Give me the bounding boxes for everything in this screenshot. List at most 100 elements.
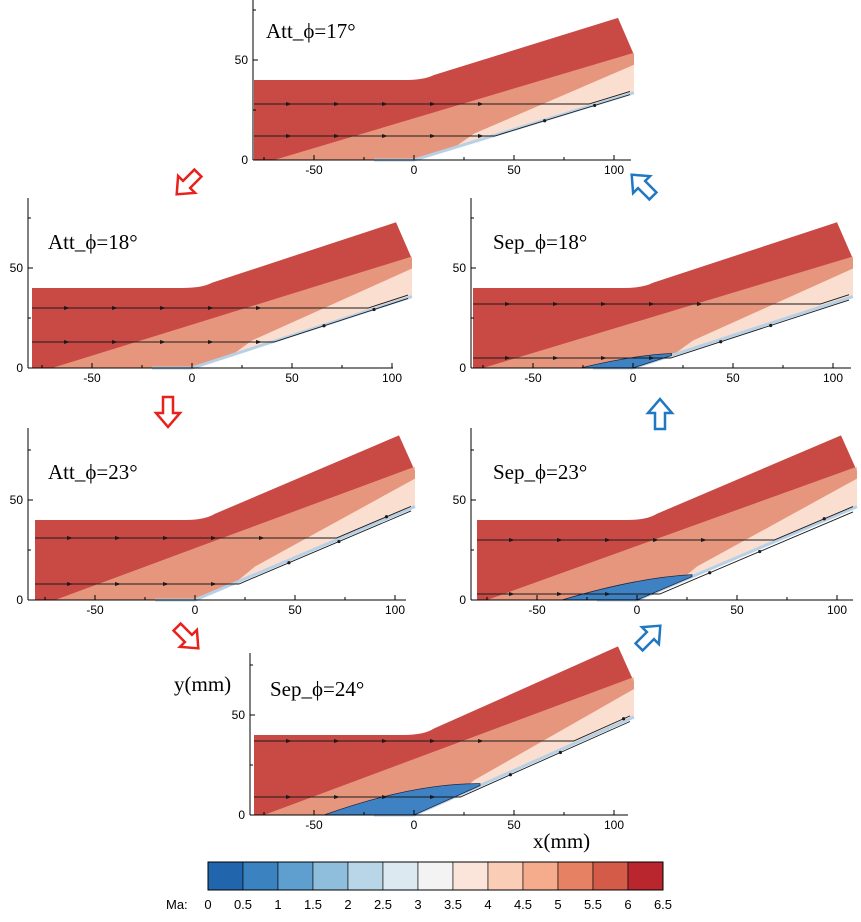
streamline-arrow [382, 134, 388, 138]
streamline [35, 505, 412, 540]
streamline-arrow [160, 340, 166, 344]
colorbar-segment [627, 861, 664, 891]
panel-label: Sep_ϕ=18° [493, 230, 587, 254]
y-tick-label: 0 [459, 593, 466, 607]
streamline-arrow [372, 307, 376, 312]
streamline [477, 506, 854, 542]
streamline [473, 299, 850, 360]
x-tick-label: 50 [730, 603, 744, 617]
expansion-region [677, 478, 857, 584]
x-tick-label: -50 [528, 603, 546, 617]
post-shock-region [274, 52, 634, 160]
streamline-arrow [508, 773, 512, 777]
streamline-arrow [163, 582, 169, 586]
streamline-arrow [558, 750, 562, 755]
separation-bubble [323, 783, 481, 816]
streamline [473, 294, 850, 306]
transition-arrow [153, 395, 183, 429]
streamline-arrow [259, 536, 265, 540]
panel-label: Att_ϕ=23° [48, 460, 138, 484]
streamline-arrow [708, 571, 712, 575]
x-tick-label: 0 [411, 818, 418, 832]
streamline [254, 94, 631, 138]
colorbar-tick-label: 1 [274, 897, 281, 912]
streamline-arrow [430, 134, 436, 138]
streamline [477, 511, 854, 596]
expansion-region [235, 478, 415, 584]
colorbar-tick-label: 2.5 [374, 897, 392, 912]
x-axis-label: x(mm) [533, 829, 590, 853]
streamline-arrow [557, 538, 563, 542]
streamline-arrow [208, 340, 214, 344]
streamline-arrow [505, 302, 511, 306]
x-tick-label: 100 [385, 603, 405, 617]
streamline-arrow [115, 582, 121, 586]
streamline-arrow [382, 739, 388, 743]
y-tick-label: 0 [238, 808, 245, 822]
y-tick-label: 0 [16, 593, 23, 607]
streamline-arrow [553, 302, 559, 306]
x-tick-label: 0 [634, 603, 641, 617]
freestream-region [32, 222, 412, 368]
streamline-arrow [256, 306, 262, 310]
transition-arrow [630, 173, 659, 202]
freestream-region [254, 17, 634, 161]
x-tick-label: 0 [192, 603, 199, 617]
expansion-region [454, 64, 634, 148]
y-tick-label: 0 [241, 153, 248, 167]
colorbar-title: Ma: [166, 897, 188, 912]
transition-arrow [633, 624, 662, 653]
colorbar-tick-label: 0 [204, 897, 211, 912]
streamline [32, 298, 409, 344]
transition-arrow [645, 397, 675, 431]
panel-label: Sep_ϕ=24° [270, 677, 364, 701]
streamline-arrow [286, 134, 292, 138]
streamline-arrow [334, 134, 340, 138]
streamline-arrow [605, 538, 611, 542]
streamline-arrow [649, 302, 655, 306]
colorbar-tick-label: 5 [554, 897, 561, 912]
streamline-arrow [543, 119, 547, 123]
colorbar-segment [277, 861, 314, 891]
x-tick-label: 100 [823, 371, 843, 385]
y-tick-label: 50 [235, 53, 249, 67]
expansion-region [454, 689, 634, 798]
streamline-arrow [553, 356, 559, 360]
axes: -50 0 50 100 0 50 [235, 0, 631, 177]
colorbar-segment [452, 861, 489, 891]
streamline-arrow [382, 102, 388, 106]
colorbar-segment [347, 861, 384, 891]
axes: -50 0 50 100 0 50 [10, 428, 406, 617]
streamline-arrow [384, 515, 389, 519]
colorbar-segment [557, 861, 594, 891]
streamline-arrow [478, 102, 484, 106]
streamline-arrow [593, 103, 597, 108]
streamline-arrow [112, 306, 118, 310]
colorbar-tick-label: 0.5 [234, 897, 252, 912]
x-tick-label: 50 [507, 818, 521, 832]
colorbar-segment [417, 861, 454, 891]
colorbar-segment [382, 861, 419, 891]
axes: -50 0 50 100 0 50 [10, 198, 402, 385]
panel-label: Att_ϕ=17° [266, 19, 356, 43]
axes: -50 0 50 100 0 50 [453, 198, 851, 385]
x-tick-label: 50 [726, 371, 740, 385]
streamline-arrow [649, 356, 655, 360]
colorbar-tick-label: 6.5 [654, 897, 672, 912]
streamline-arrow [601, 356, 607, 360]
streamline [254, 90, 631, 106]
streamline-arrow [163, 536, 169, 540]
panel-att18: -50 0 50 100 0 50 Att_ϕ=18° [10, 198, 413, 385]
colorbar-segment [242, 861, 279, 891]
x-tick-label: 100 [827, 603, 847, 617]
post-shock-region [52, 256, 412, 368]
colorbar-tick-label: 3 [414, 897, 421, 912]
streamline-arrow [557, 592, 563, 596]
streamline-arrow [605, 592, 611, 596]
y-tick-label: 50 [10, 493, 24, 507]
streamline-arrow [509, 592, 515, 596]
transition-arrow [175, 167, 204, 196]
colorbar-segment [207, 861, 244, 891]
streamline-arrow [430, 102, 436, 106]
